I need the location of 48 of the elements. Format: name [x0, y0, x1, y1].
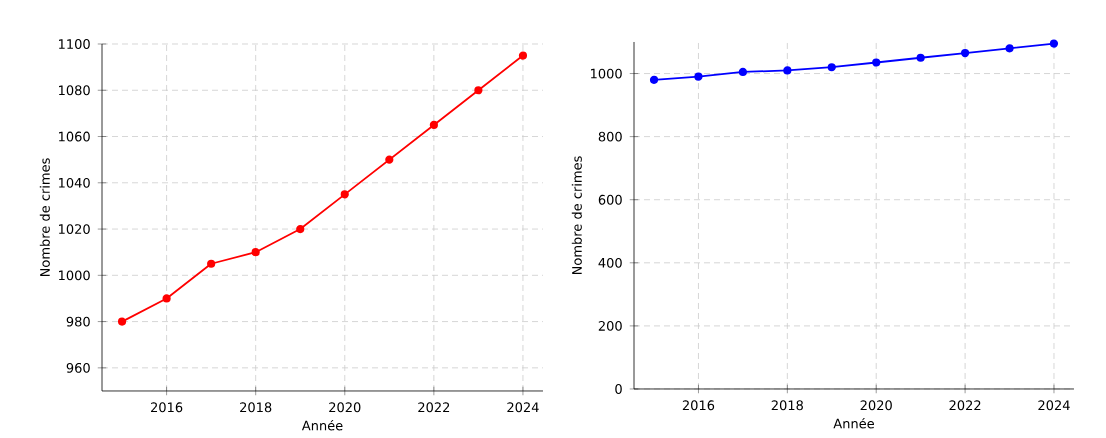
point — [783, 66, 792, 75]
x-tick-label: 2016 — [682, 400, 715, 411]
y-tick-label: 1040 — [59, 177, 90, 188]
x-axis-title: Année — [833, 417, 874, 429]
x-tick-label: 2020 — [860, 400, 892, 411]
y-tick-label: 1080 — [59, 85, 90, 96]
point — [1049, 39, 1059, 48]
y-tick-label: 1000 — [591, 68, 622, 79]
point — [872, 58, 881, 67]
point — [738, 67, 747, 77]
y-axis-title: Nombre de crimes — [39, 158, 50, 277]
x-tick-label: 2024 — [507, 402, 539, 413]
y-axis-title: Nombre de crimes — [571, 156, 582, 275]
x-tick-label: 2022 — [949, 400, 981, 411]
point — [340, 190, 349, 199]
x-tick-label: 2018 — [240, 402, 272, 413]
x-tick-label: 2020 — [329, 402, 361, 413]
point — [429, 120, 438, 130]
x-tick-label: 2016 — [151, 402, 183, 413]
y-tick-label: 1100 — [59, 39, 90, 49]
x-tick-label: 2024 — [1038, 400, 1070, 411]
y-tick-label: 200 — [598, 321, 622, 331]
x-tick-label: 2022 — [418, 402, 450, 413]
y-tick-label: 1020 — [59, 224, 90, 234]
y-tick-label: 960 — [66, 362, 90, 373]
point — [1005, 44, 1014, 53]
x-axis-title: Année — [301, 419, 343, 431]
point — [207, 259, 216, 268]
point — [694, 72, 703, 81]
point — [474, 86, 483, 95]
y-tick-label: 400 — [598, 257, 622, 268]
point — [117, 317, 127, 326]
y-tick-label: 800 — [598, 131, 622, 142]
y-tick-label: 1060 — [59, 131, 90, 142]
y-tick-label: 0 — [615, 384, 622, 394]
y-tick-label: 980 — [66, 316, 90, 327]
point — [251, 248, 260, 257]
y-tick-label: 1000 — [59, 270, 90, 281]
y-tick-label: 600 — [598, 194, 622, 205]
point — [385, 155, 394, 164]
point — [827, 63, 836, 72]
x-tick-label: 2018 — [771, 400, 803, 411]
point — [518, 51, 528, 60]
point — [916, 53, 925, 62]
point — [162, 294, 171, 303]
point — [649, 75, 659, 84]
point — [296, 224, 305, 234]
point — [961, 48, 970, 58]
